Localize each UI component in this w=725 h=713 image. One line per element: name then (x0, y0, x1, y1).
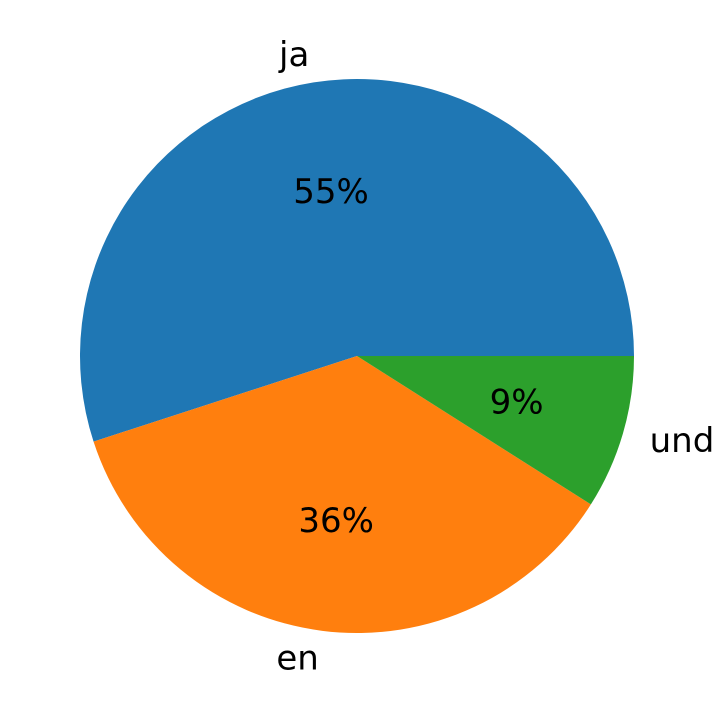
pie-category-label-und: und (650, 421, 715, 461)
pie-pct-label-und: 9% (490, 382, 544, 422)
pie-slice-und (357, 356, 634, 505)
pie-slice-ja (79, 78, 634, 442)
pie-slice-en (93, 356, 591, 634)
pie-pct-label-en: 36% (298, 501, 374, 541)
pie-pct-label-ja: 55% (293, 172, 369, 212)
pie-slices (79, 78, 634, 634)
pie-labels: 55% ja 36% en 9% und (276, 35, 714, 678)
pie-category-label-ja: ja (278, 35, 309, 75)
pie-category-label-en: en (276, 638, 318, 678)
